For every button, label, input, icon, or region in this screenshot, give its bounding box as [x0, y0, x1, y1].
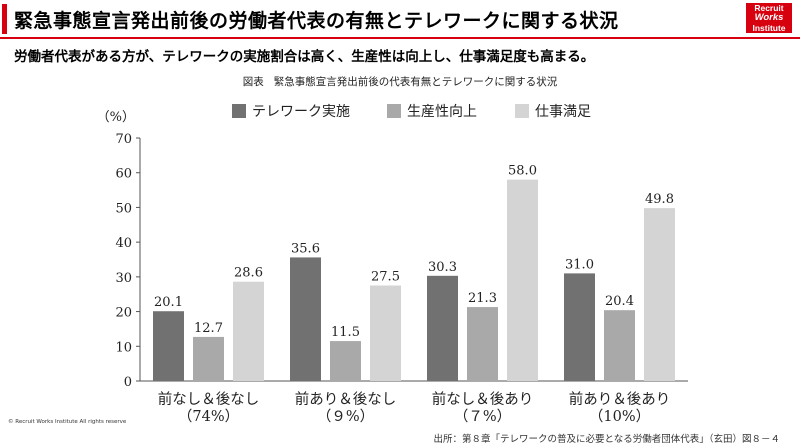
category-share-label: （74%）: [178, 408, 239, 425]
bar: [330, 341, 361, 381]
bar: [290, 257, 321, 381]
y-tick-label: 50: [115, 201, 132, 216]
bar: [507, 179, 538, 381]
copyright: © Recruit Works Institute All rights res…: [8, 419, 127, 425]
figure-caption: 図表 緊急事態宣言発出前後の代表有無とテレワークに関する状況: [0, 74, 800, 89]
bar-value-label: 31.0: [565, 257, 594, 272]
bar-value-label: 20.4: [605, 294, 634, 309]
bar: [233, 281, 264, 381]
legend-swatch: [387, 104, 401, 118]
bar: [604, 310, 635, 381]
bar: [564, 273, 595, 381]
bar-value-label: 58.0: [508, 164, 537, 179]
legend-label: 仕事満足: [535, 104, 591, 120]
logo-line-1: Recruit: [754, 3, 784, 13]
bar-value-label: 28.6: [234, 266, 263, 281]
recruit-works-institute-logo: Recruit Works Institute: [746, 3, 792, 33]
figure-caption-label: 図表: [242, 76, 264, 88]
category-label: 前あり＆後なし: [295, 391, 397, 408]
bar-value-label: 11.5: [331, 325, 360, 340]
bar-value-label: 12.7: [194, 321, 223, 336]
bar-value-label: 30.3: [428, 260, 457, 275]
y-tick-label: 0: [124, 375, 132, 390]
logo-line-3: Institute: [752, 23, 786, 33]
y-tick-label: 70: [115, 132, 132, 147]
bar-chart: （%） 0 10 20 30 40 50 60 70 テレワーク実施 生産性向上 仕事満足 20.1 12…: [97, 104, 688, 425]
y-tick-label: 40: [115, 236, 132, 251]
category-share-label: （10%）: [589, 408, 650, 425]
bar: [644, 208, 675, 381]
logo-line-2: Works: [754, 12, 784, 23]
category-label: 前なし＆後なし: [158, 391, 260, 408]
category-label: 前あり＆後あり: [569, 391, 671, 408]
figure-caption-text: 緊急事態宣言発出前後の代表有無とテレワークに関する状況: [273, 76, 558, 88]
bar: [193, 336, 224, 381]
bar: [153, 311, 184, 381]
source-note: 出所：第８章「テレワークの普及に必要となる労働者団体代表」（玄田）図８－４: [433, 434, 780, 445]
page-title: 緊急事態宣言発出前後の労働者代表の有無とテレワークに関する状況: [14, 10, 619, 32]
bar-value-label: 35.6: [291, 241, 320, 256]
legend-swatch: [232, 104, 246, 118]
category-label: 前なし＆後あり: [432, 391, 534, 408]
bar: [467, 307, 498, 381]
y-tick-label: 60: [115, 167, 132, 182]
category-share-label: （９%）: [317, 408, 374, 425]
bar: [370, 285, 401, 381]
category-share-label: （７%）: [454, 408, 511, 425]
y-tick-label: 10: [115, 340, 132, 355]
y-axis-unit: （%）: [97, 110, 135, 125]
bar-value-label: 49.8: [645, 192, 674, 207]
legend-label: テレワーク実施: [252, 104, 350, 120]
header-rule: [0, 37, 800, 39]
legend-label: 生産性向上: [407, 104, 477, 120]
header-accent: [2, 4, 7, 34]
legend-swatch: [515, 104, 529, 118]
header-bar: 緊急事態宣言発出前後の労働者代表の有無とテレワークに関する状況 Recruit …: [0, 0, 800, 38]
y-tick-label: 20: [115, 306, 132, 321]
subtitle: 労働者代表がある方が、テレワークの実施割合は高く、生産性は向上し、仕事満足度も高…: [14, 49, 595, 65]
bar-value-label: 20.1: [154, 295, 183, 310]
bar: [427, 275, 458, 381]
y-tick-label: 30: [115, 271, 132, 286]
bar-value-label: 21.3: [468, 291, 497, 306]
bar-value-label: 27.5: [371, 270, 400, 285]
